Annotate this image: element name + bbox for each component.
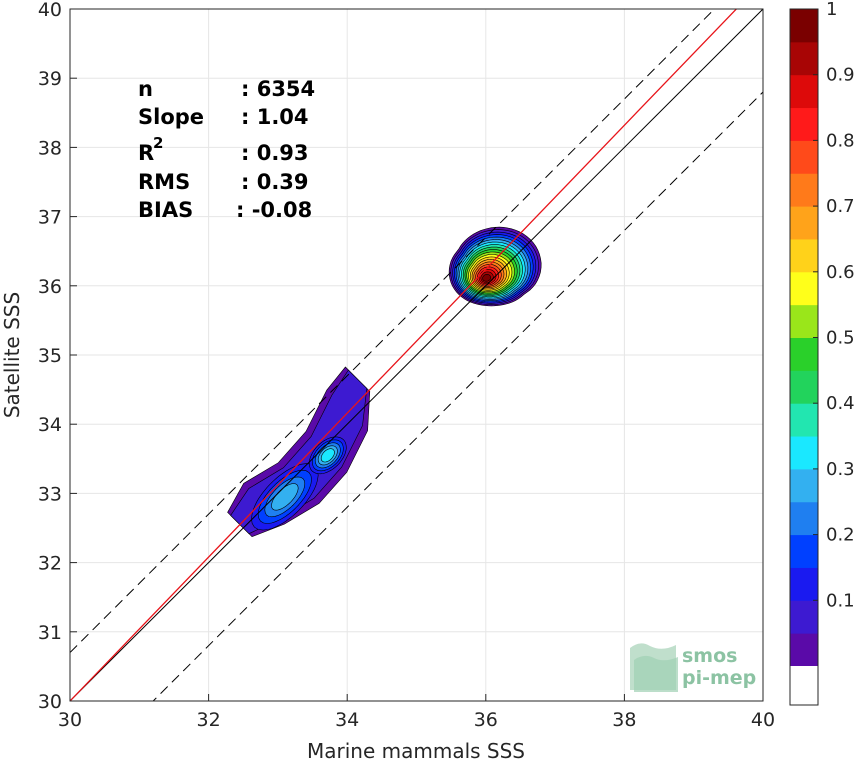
colorbar-zero-swatch — [790, 666, 818, 705]
colorbar-swatch — [790, 107, 818, 141]
x-tick-label: 38 — [612, 709, 636, 731]
stat-r2-sup: 2 — [153, 134, 163, 152]
colorbar: 0.1 0.2 0.3 0.4 0.5 0.6 0.7 0.8 0.9 1 — [789, 0, 855, 706]
x-tick-label: 32 — [197, 709, 221, 731]
fit-line — [70, 9, 738, 701]
x-axis-label: Marine mammals SSS — [307, 739, 525, 763]
1:1-line — [70, 9, 763, 701]
colorbar-frame — [789, 8, 819, 706]
colorbar-tick-label: 0.6 — [826, 262, 855, 283]
colorbar-tick-label: 0.8 — [826, 130, 855, 151]
colorbar-tick-label: 0.3 — [826, 459, 855, 480]
y-tick-label: 32 — [38, 553, 62, 575]
logo-smos-text: smos — [682, 645, 737, 667]
x-axis-ticks: 30 32 34 36 38 40 — [58, 694, 775, 731]
colorbar-swatch — [790, 534, 818, 568]
stat-rms-label: RMS — [138, 170, 190, 194]
colorbar-tick-label: 1 — [826, 0, 837, 20]
colorbar-swatch — [790, 337, 818, 371]
y-tick-label: 31 — [38, 622, 62, 644]
colorbar-swatch — [790, 600, 818, 634]
saline-contour-level — [482, 274, 491, 282]
y-axis-ticks: 30 31 32 33 34 35 36 37 38 39 40 — [38, 0, 77, 713]
y-tick-label: 40 — [38, 0, 62, 21]
colorbar-tick-label: 0.1 — [826, 590, 855, 611]
smos-pi-mep-logo: smos pi-mep — [630, 643, 756, 692]
colorbar-swatch — [790, 567, 818, 601]
y-tick-label: 36 — [38, 276, 62, 298]
density-contours — [227, 226, 542, 538]
logo-pimep-text: pi-mep — [682, 667, 756, 689]
stats-box: n : 6354 Slope : 1.04 R 2 : 0.93 RMS : 0… — [138, 77, 315, 222]
colorbar-swatch — [790, 304, 818, 338]
grid — [69, 8, 764, 702]
colorbar-swatch — [790, 173, 818, 207]
colorbar-tick-label: 0.9 — [826, 65, 855, 86]
colorbar-tick-label: 0.5 — [826, 328, 855, 349]
stat-bias-label: BIAS — [138, 198, 193, 222]
x-tick-label: 36 — [474, 709, 498, 731]
y-tick-label: 37 — [38, 207, 62, 229]
stat-r2-label: R — [138, 141, 154, 165]
colorbar-swatch — [790, 468, 818, 503]
colorbar-swatch — [790, 238, 818, 273]
stat-rms-value: : 0.39 — [241, 170, 309, 194]
y-tick-label: 33 — [38, 483, 62, 505]
colorbar-swatch — [790, 41, 818, 76]
colorbar-swatch — [790, 9, 818, 43]
colorbar-swatch — [790, 633, 818, 667]
colorbar-tick-label: 0.7 — [826, 196, 855, 217]
y-axis-label: Satellite SSS — [0, 292, 24, 418]
stat-n-value: : 6354 — [241, 77, 315, 101]
y-tick-label: 39 — [38, 68, 62, 90]
colorbar-swatch — [790, 271, 818, 306]
stat-r2-value: : 0.93 — [241, 141, 309, 165]
colorbar-swatch — [790, 403, 818, 437]
stat-slope-label: Slope — [138, 105, 204, 129]
colorbar-tick-label: 0.2 — [826, 525, 855, 546]
lower-bound-line — [152, 91, 763, 701]
x-tick-label: 30 — [58, 709, 82, 731]
colorbar-tick-label: 0.4 — [826, 393, 855, 414]
stat-slope-value: : 1.04 — [241, 105, 309, 129]
colorbar-swatch — [790, 501, 818, 536]
y-tick-label: 34 — [38, 414, 62, 436]
stat-n-label: n — [138, 77, 153, 101]
y-tick-label: 30 — [38, 691, 62, 713]
colorbar-swatch — [790, 436, 818, 470]
x-tick-label: 34 — [335, 709, 359, 731]
reference-lines — [70, 9, 763, 701]
colorbar-swatch — [790, 140, 818, 174]
colorbar-swatch — [790, 74, 818, 109]
colorbar-swatch — [790, 370, 818, 404]
y-tick-label: 35 — [38, 345, 62, 367]
x-tick-label: 40 — [751, 709, 775, 731]
upper-bound-line — [70, 9, 716, 653]
y-tick-label: 38 — [38, 137, 62, 159]
colorbar-swatch — [790, 206, 818, 240]
stat-bias-value: : -0.08 — [236, 198, 312, 222]
fresh-contour-level — [320, 448, 335, 463]
